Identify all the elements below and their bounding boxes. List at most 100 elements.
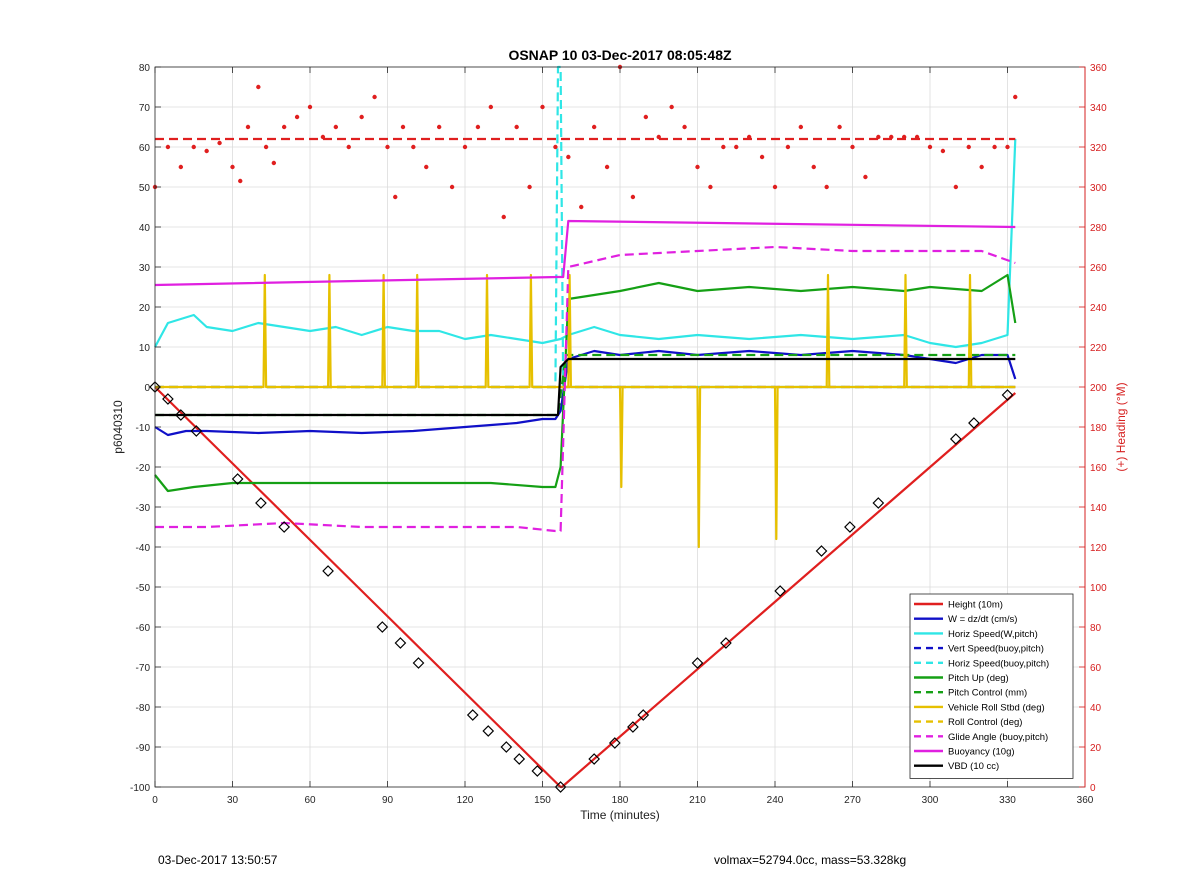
series-14-marker xyxy=(608,737,621,749)
series-14-marker xyxy=(322,565,334,577)
series-layer xyxy=(149,64,1018,793)
series-12-point xyxy=(263,144,269,150)
y-tick-label-right: 20 xyxy=(1090,743,1102,754)
y-tick-label-right: 260 xyxy=(1090,263,1107,274)
series-10-line xyxy=(154,219,1016,287)
y-tick-label-right: 300 xyxy=(1090,183,1107,194)
series-12-point xyxy=(436,124,442,130)
series-12-point xyxy=(979,164,984,170)
series-14-marker xyxy=(774,585,787,597)
footer-timestamp: 03-Dec-2017 13:50:57 xyxy=(158,853,278,867)
series-12-point xyxy=(966,144,971,150)
series-14-marker xyxy=(872,497,885,509)
x-tick-label: 30 xyxy=(227,795,239,806)
series-14-marker xyxy=(720,637,732,649)
series-14-marker xyxy=(949,433,962,445)
x-tick-label: 120 xyxy=(457,795,474,806)
series-14-marker xyxy=(588,753,601,765)
series-12-point xyxy=(488,104,494,110)
y-tick-label-right: 360 xyxy=(1090,63,1107,74)
y-tick-label-left: 30 xyxy=(139,263,151,274)
y-tick-label-left: -60 xyxy=(136,623,151,634)
series-14-marker xyxy=(466,709,479,721)
chart-title: OSNAP 10 03-Dec-2017 08:05:48Z xyxy=(508,47,732,63)
y-tick-label-left: 20 xyxy=(139,303,151,314)
x-tick-label: 0 xyxy=(152,795,158,806)
series-14-marker xyxy=(231,473,244,485)
legend-box xyxy=(909,593,1074,779)
legend-label: W = dz/dt (cm/s) xyxy=(948,614,1017,625)
series-12-point xyxy=(230,164,235,170)
legend-label: Vehicle Roll Stbd (deg) xyxy=(948,702,1045,713)
series-12-point xyxy=(1005,144,1010,150)
series-12-point xyxy=(191,144,196,150)
series-14-marker xyxy=(376,621,389,633)
x-tick-label: 150 xyxy=(534,795,551,806)
x-tick-label: 210 xyxy=(689,795,706,806)
x-tick-label: 270 xyxy=(844,795,861,806)
series-14-marker xyxy=(1001,389,1014,401)
legend-label: Glide Angle (buoy,pitch) xyxy=(948,732,1048,743)
series-12-point xyxy=(630,194,636,200)
series-12-point xyxy=(953,184,959,190)
y-tick-label-right: 200 xyxy=(1090,383,1107,394)
legend-label: VBD (10 cc) xyxy=(948,761,999,772)
series-12-point xyxy=(475,124,481,130)
series-12-point xyxy=(385,144,390,150)
series-12-point xyxy=(927,144,933,150)
y-tick-label-left: -90 xyxy=(136,743,151,754)
series-12-point xyxy=(785,144,791,150)
series-12-point xyxy=(721,144,726,150)
series-12-point xyxy=(798,124,804,130)
series-12-point xyxy=(393,194,398,200)
y-tick-label-right: 40 xyxy=(1090,703,1102,714)
y-tick-label-right: 280 xyxy=(1090,223,1107,234)
series-12-point xyxy=(734,144,739,150)
y-tick-label-left: -50 xyxy=(136,583,151,594)
series-12-point xyxy=(359,114,364,120)
series-14-marker xyxy=(691,657,704,669)
legend-label: Vert Speed(buoy,pitch) xyxy=(948,644,1044,655)
series-14-marker xyxy=(162,393,174,405)
y-tick-label-left: 80 xyxy=(139,63,151,74)
x-tick-label: 360 xyxy=(1077,795,1094,806)
series-12-point xyxy=(294,114,300,120)
series-12-point xyxy=(669,104,674,110)
y-tick-label-left: -40 xyxy=(136,543,151,554)
series-12-point xyxy=(204,148,209,154)
series-12-point xyxy=(217,140,222,146)
y-tick-label-left: 60 xyxy=(139,143,151,154)
y-tick-label-left: -10 xyxy=(136,423,151,434)
legend-label: Horiz Speed(buoy,pitch) xyxy=(948,658,1049,669)
series-9-line xyxy=(155,245,1016,533)
series-12-point xyxy=(245,124,251,130)
y-tick-label-left: 40 xyxy=(139,223,151,234)
legend-label: Horiz Speed(W,pitch) xyxy=(948,629,1038,640)
series-12-point xyxy=(165,144,171,150)
series-12-point xyxy=(604,164,610,170)
series-12-point xyxy=(772,184,778,190)
axes-layer: 0 30 60 90 120 150 180 210 240 270 300 330 360-100-9… xyxy=(130,63,1107,806)
x-tick-label: 90 xyxy=(382,795,394,806)
x-tick-label: 300 xyxy=(922,795,939,806)
series-12-point xyxy=(238,178,243,184)
x-tick-label: 60 xyxy=(304,795,316,806)
series-14-marker xyxy=(394,637,407,649)
series-12-point xyxy=(424,164,429,170)
x-tick-label: 330 xyxy=(999,795,1016,806)
y-tick-label-left: -70 xyxy=(136,663,151,674)
series-14-marker xyxy=(278,521,291,533)
series-12-point xyxy=(346,144,351,150)
series-12-point xyxy=(553,144,558,150)
series-14-marker xyxy=(482,725,495,737)
y-tick-label-right: 80 xyxy=(1090,623,1102,634)
series-14-marker xyxy=(637,709,650,721)
series-12-point xyxy=(811,164,816,170)
series-12-point xyxy=(271,160,277,166)
y-tick-label-right: 180 xyxy=(1090,423,1107,434)
series-12-point xyxy=(178,164,184,170)
series-12-point xyxy=(566,154,571,160)
series-12-point xyxy=(591,124,597,130)
y-tick-label-left: -20 xyxy=(136,463,151,474)
y-tick-label-right: 140 xyxy=(1090,503,1107,514)
